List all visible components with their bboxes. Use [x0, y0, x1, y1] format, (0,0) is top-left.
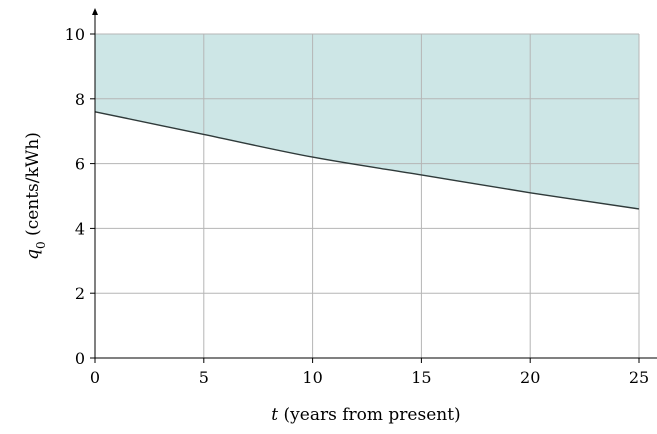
y-tick-label: 6 — [75, 155, 85, 174]
x-axis-title-text: (years from present) — [278, 405, 461, 425]
y-axis-title: q0 (cents/kWh) — [23, 132, 48, 260]
grid-layer — [95, 33, 640, 358]
y-tick-label: 2 — [75, 284, 85, 303]
line-layer — [94, 111, 640, 210]
y-axis-variable: q — [23, 249, 43, 260]
shaded-region-layer — [95, 34, 639, 209]
y-tick-label: 0 — [75, 349, 85, 368]
x-axis-title: t (years from present) — [271, 405, 460, 425]
series-line — [94, 111, 640, 210]
shaded-region — [95, 34, 639, 209]
y-tick-label: 4 — [75, 219, 85, 238]
axis-layer — [90, 8, 657, 363]
x-tick-label: 5 — [199, 368, 209, 387]
tick-label-layer: 0 5 10 15 20 25 0 2 4 6 8 10 — [65, 25, 650, 387]
y-axis-title-text: (cents/kWh) — [23, 132, 43, 241]
x-tick-label: 25 — [629, 368, 649, 387]
y-axis-arrow — [92, 8, 98, 15]
x-tick-label: 20 — [520, 368, 540, 387]
y-tick-label: 8 — [75, 90, 85, 109]
x-tick-label: 10 — [302, 368, 322, 387]
y-axis-variable-subscript: 0 — [34, 241, 48, 249]
y-tick-label: 10 — [65, 25, 85, 44]
x-tick-label: 0 — [90, 368, 100, 387]
x-axis-variable: t — [271, 405, 278, 425]
x-tick-label: 15 — [411, 368, 431, 387]
